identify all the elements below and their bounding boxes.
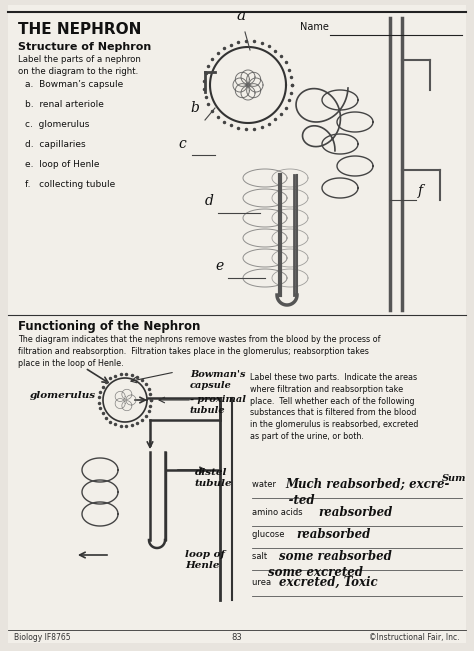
Text: Sum: Sum	[442, 474, 466, 483]
Text: 83: 83	[232, 633, 242, 642]
Text: d.  capillaries: d. capillaries	[25, 140, 86, 149]
Text: excreted, Toxic: excreted, Toxic	[280, 576, 378, 589]
Text: glucose: glucose	[252, 530, 287, 539]
Text: reabsorbed: reabsorbed	[296, 528, 370, 541]
Text: e: e	[215, 259, 223, 273]
Text: urea: urea	[252, 578, 274, 587]
Text: Much reabsorbed; excre-: Much reabsorbed; excre-	[285, 478, 449, 491]
Text: some excreted: some excreted	[268, 566, 363, 579]
Text: distel
tubule: distel tubule	[195, 468, 233, 488]
Text: d: d	[205, 194, 214, 208]
Text: a: a	[236, 9, 245, 23]
Text: reabsorbed: reabsorbed	[318, 506, 392, 519]
Text: f.   collecting tubule: f. collecting tubule	[25, 180, 115, 189]
Text: amino acids: amino acids	[252, 508, 305, 517]
Text: Label these two parts.  Indicate the areas
where filtration and reabsorption tak: Label these two parts. Indicate the area…	[250, 373, 419, 441]
Text: salt: salt	[252, 552, 270, 561]
Text: ©Instructional Fair, Inc.: ©Instructional Fair, Inc.	[370, 633, 460, 642]
Text: The diagram indicates that the nephrons remove wastes from the blood by the proc: The diagram indicates that the nephrons …	[18, 335, 381, 368]
Text: b.  renal arteriole: b. renal arteriole	[25, 100, 104, 109]
Text: some reabsorbed: some reabsorbed	[280, 550, 392, 563]
Text: - proximal
tubule: - proximal tubule	[190, 395, 246, 415]
Text: c: c	[178, 137, 186, 151]
Text: Bowman's
capsule: Bowman's capsule	[190, 370, 246, 390]
Text: a.  Bowman’s capsule: a. Bowman’s capsule	[25, 80, 123, 89]
Text: glomerulus: glomerulus	[30, 391, 96, 400]
Text: Functioning of the Nephron: Functioning of the Nephron	[18, 320, 201, 333]
Text: Label the parts of a nephron
on the diagram to the right.: Label the parts of a nephron on the diag…	[18, 55, 141, 76]
Text: b: b	[190, 101, 199, 115]
Text: Structure of Nephron: Structure of Nephron	[18, 42, 151, 52]
Text: Name: Name	[300, 22, 329, 32]
Text: THE NEPHRON: THE NEPHRON	[18, 22, 141, 37]
Text: f: f	[418, 184, 423, 198]
Text: -ted: -ted	[268, 494, 315, 507]
Text: c.  glomerulus: c. glomerulus	[25, 120, 90, 129]
Text: e.  loop of Henle: e. loop of Henle	[25, 160, 100, 169]
Text: Biology IF8765: Biology IF8765	[14, 633, 71, 642]
Text: loop of
Henle: loop of Henle	[185, 550, 225, 570]
FancyBboxPatch shape	[8, 5, 466, 643]
Text: water: water	[252, 480, 279, 489]
